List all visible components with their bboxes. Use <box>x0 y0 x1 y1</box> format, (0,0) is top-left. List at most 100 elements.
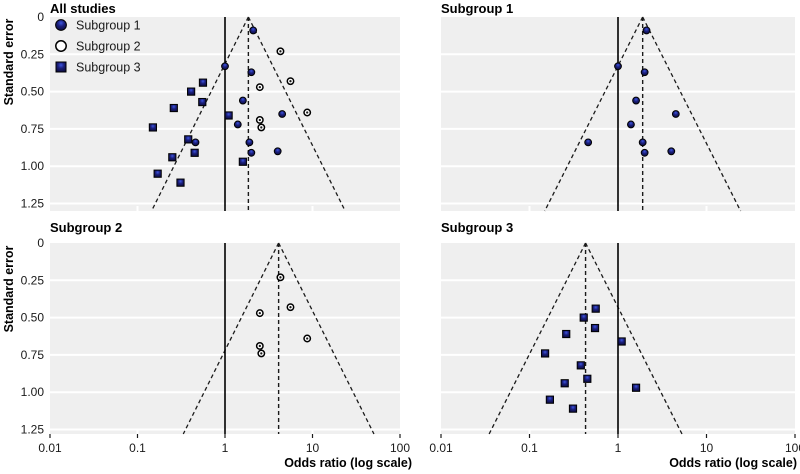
legend-marker-filled-square <box>55 61 67 73</box>
data-point-filled-square <box>590 323 600 333</box>
y-tick-label: 1.25 <box>21 423 45 437</box>
x-axis-title-right: Odds ratio (log scale) <box>669 456 797 470</box>
legend-label: Subgroup 1 <box>76 19 141 33</box>
data-point-filled-square <box>568 404 578 413</box>
funnel-edge-right <box>642 16 742 212</box>
data-point-filled-circle <box>632 96 640 105</box>
y-tick-label: 0.75 <box>21 348 45 362</box>
x-tick-label: 100 <box>390 441 410 455</box>
y-tick-label: 0.25 <box>21 47 45 61</box>
data-point-filled-circle <box>191 138 200 147</box>
data-point-filled-circle <box>640 148 649 157</box>
y-tick-label: 1.25 <box>21 197 45 211</box>
data-point-filled-square <box>579 313 588 322</box>
data-point-filled-square <box>591 304 600 313</box>
data-point-open-circle-dot <box>289 80 292 83</box>
x-tick-label: 10 <box>700 441 714 455</box>
legend-label: Subgroup 2 <box>76 40 141 54</box>
funnel-edge-right <box>584 242 683 435</box>
x-tick-label: 0.1 <box>129 441 146 455</box>
data-point-filled-square <box>576 361 585 370</box>
y-tick-label: 0.50 <box>21 85 45 99</box>
data-point-filled-square <box>617 337 626 346</box>
legend-marker-open-circle <box>55 40 67 52</box>
data-point-filled-square <box>562 329 571 339</box>
data-point-filled-circle <box>584 138 593 147</box>
y-tick-label: 0 <box>37 236 44 250</box>
data-point-open-circle-dot <box>289 306 292 309</box>
data-point-filled-circle <box>627 120 635 129</box>
data-point-filled-square <box>583 374 592 383</box>
data-point-filled-circle <box>247 148 256 157</box>
data-point-filled-square <box>560 379 569 388</box>
funnel-edge-left <box>150 16 249 212</box>
data-point-filled-circle <box>238 96 247 105</box>
x-tick-label: 0.01 <box>38 441 62 455</box>
panel-title-subgroup-1: Subgroup 1 <box>441 1 514 16</box>
y-axis-title-bottom-row: Standard error <box>2 245 16 333</box>
data-point-filled-square <box>169 103 178 113</box>
funnel-edge-left <box>544 16 644 212</box>
panel-title-all-studies: All studies <box>50 1 116 16</box>
data-point-open-circle-dot <box>260 352 263 355</box>
x-tick-label: 0.01 <box>429 441 453 455</box>
x-tick-label: 1 <box>222 441 229 455</box>
data-point-filled-circle <box>667 147 676 156</box>
funnel-edge-right <box>247 16 346 212</box>
y-tick-label: 0.50 <box>21 311 45 325</box>
data-point-filled-square <box>187 87 196 96</box>
data-point-filled-square <box>198 78 208 87</box>
y-axis-title-top-row: Standard error <box>2 18 16 106</box>
x-tick-label: 0.1 <box>521 441 538 455</box>
y-tick-label: 1.00 <box>21 385 45 399</box>
data-point-filled-circle <box>273 147 282 156</box>
y-tick-label: 1.00 <box>21 159 45 173</box>
x-axis-title-left: Odds ratio (log scale) <box>284 456 412 470</box>
data-point-filled-square <box>168 153 177 162</box>
data-point-filled-square <box>631 383 641 392</box>
y-tick-label: 0.25 <box>21 273 45 287</box>
y-tick-label: 0.75 <box>21 122 45 136</box>
data-point-open-circle-dot <box>306 111 309 114</box>
data-point-filled-square <box>198 97 207 107</box>
data-point-filled-circle <box>247 68 256 77</box>
data-point-filled-circle <box>233 120 242 129</box>
x-tick-label: 100 <box>785 441 800 455</box>
y-tick-label: 0 <box>37 10 44 24</box>
data-point-open-circle-dot <box>258 311 261 315</box>
data-point-open-circle-dot <box>260 126 263 129</box>
data-point-filled-square <box>148 123 158 132</box>
data-point-filled-square <box>224 111 233 120</box>
data-point-filled-circle <box>640 68 649 77</box>
legend-marker-filled-circle <box>55 19 67 31</box>
data-point-filled-circle <box>671 110 680 118</box>
panel-title-subgroup-3: Subgroup 3 <box>441 220 514 235</box>
x-tick-label: 1 <box>615 441 622 455</box>
data-point-open-circle-dot <box>279 276 282 279</box>
data-point-open-circle-dot <box>306 337 309 340</box>
data-point-filled-square <box>545 395 554 404</box>
data-point-open-circle-dot <box>258 118 261 122</box>
data-point-filled-circle <box>245 138 254 147</box>
data-point-open-circle-dot <box>279 50 282 53</box>
data-point-filled-circle <box>221 62 229 71</box>
data-point-filled-circle <box>638 138 647 147</box>
data-point-filled-square <box>153 169 162 178</box>
panel-title-subgroup-2: Subgroup 2 <box>50 220 123 235</box>
funnel-edge-left <box>182 242 280 435</box>
data-point-open-circle-dot <box>258 85 261 89</box>
data-point-filled-circle <box>278 110 287 118</box>
data-point-open-circle-dot <box>258 344 261 348</box>
data-point-filled-circle <box>249 26 258 35</box>
data-point-filled-square <box>190 148 199 157</box>
data-point-filled-square <box>238 157 247 166</box>
data-point-filled-circle <box>614 62 622 71</box>
funnel-edge-right <box>278 242 375 435</box>
data-point-filled-circle <box>642 26 651 35</box>
data-point-filled-square <box>184 135 193 144</box>
data-point-filled-square <box>540 349 550 358</box>
x-tick-label: 10 <box>306 441 320 455</box>
legend-label: Subgroup 3 <box>76 61 141 75</box>
